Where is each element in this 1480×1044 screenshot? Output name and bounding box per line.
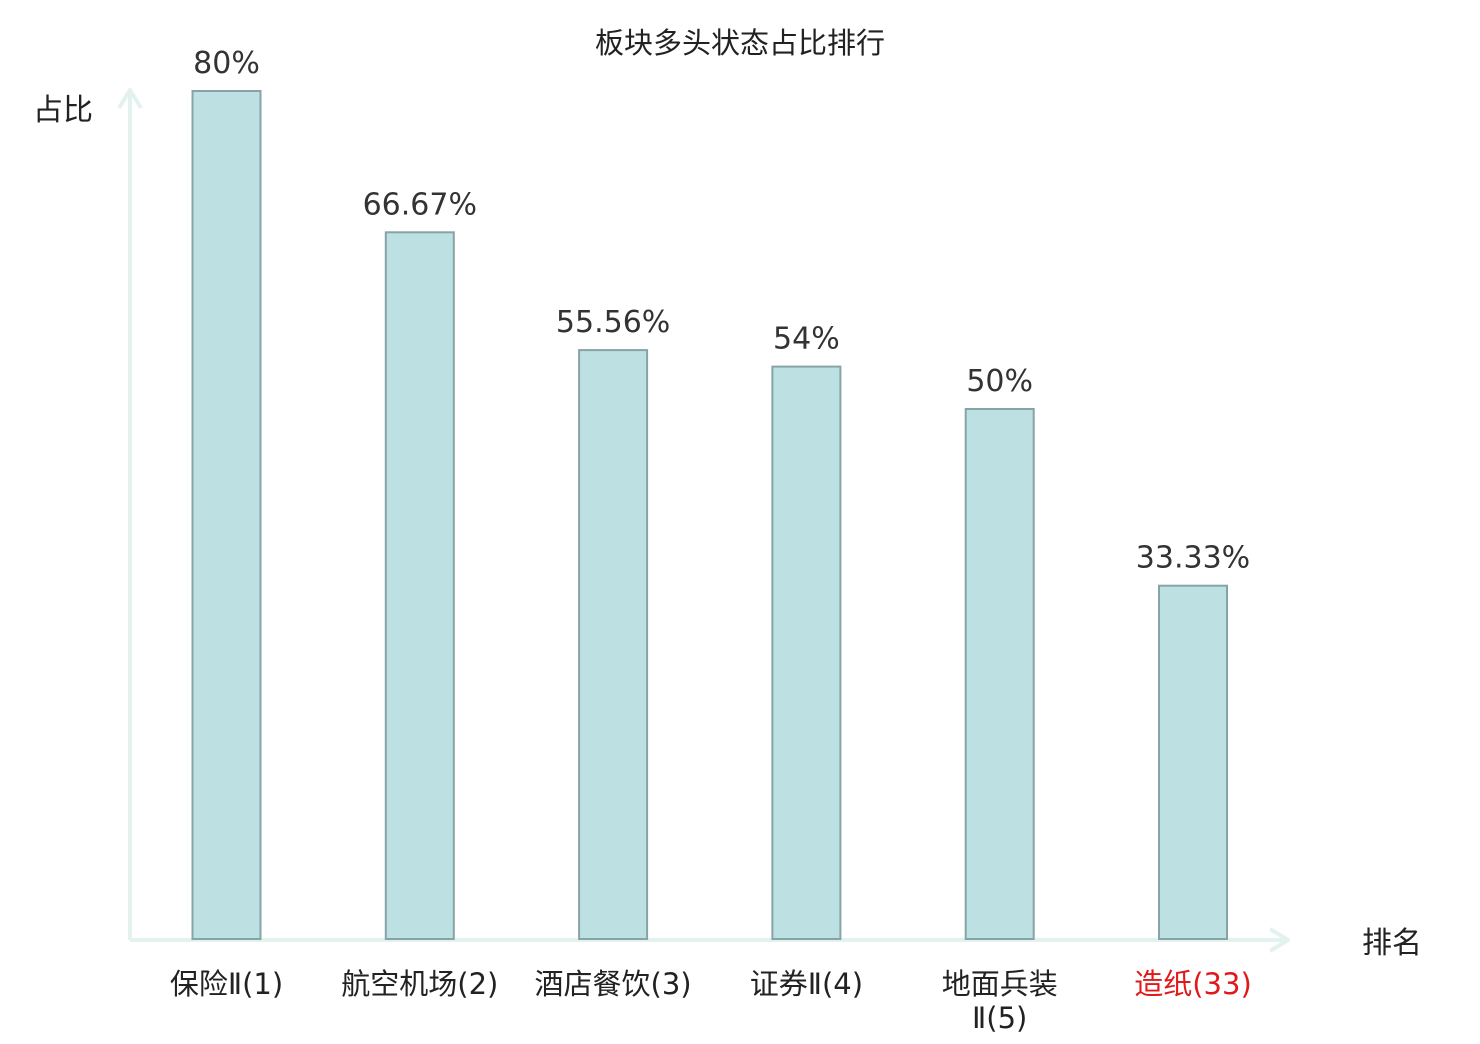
value-label-3: 55.56% [556,305,670,340]
bar-4 [771,365,842,941]
x-axis [130,927,1290,953]
value-label-6: 33.33% [1136,541,1250,576]
value-label-2: 66.67% [363,187,477,222]
category-label-line: 酒店餐饮(3) [535,967,692,1001]
category-label-line: 航空机场(2) [341,967,498,1001]
chart-title: 板块多头状态占比排行 [595,26,885,60]
category-label-line: Ⅱ(5) [972,1001,1027,1035]
bar-1 [191,90,262,940]
bar-5 [964,408,1035,940]
category-label-line: 证券Ⅱ(4) [750,967,863,1001]
category-label-line: 保险Ⅱ(1) [170,967,283,1001]
category-label-3: 酒店餐饮(3) [535,967,692,1001]
value-label-1: 80% [193,46,260,81]
x-axis-label: 排名 [1362,926,1422,961]
category-label-5: 地面兵装 Ⅱ(5) [942,967,1058,1035]
y-axis-label: 占比 [33,93,93,128]
category-label-4: 证券Ⅱ(4) [750,967,863,1001]
category-label-6: 造纸(33) [1134,967,1252,1001]
category-label-line: 造纸(33) [1134,967,1252,1001]
category-label-1: 保险Ⅱ(1) [170,967,283,1001]
value-label-5: 50% [966,364,1033,399]
value-labels-layer: 80% 66.67% 55.56% 54% 50% 33.33% [193,46,1250,576]
y-axis [117,88,143,940]
bar-3 [578,349,649,941]
bar-2 [384,231,455,941]
value-label-4: 54% [773,322,840,357]
category-labels-layer: 保险Ⅱ(1) 航空机场(2) 酒店餐饮(3) 证券Ⅱ(4) 地面兵装 Ⅱ(5) 造纸(33) [170,967,1252,1035]
category-label-2: 航空机场(2) [341,967,498,1001]
bar-6 [1158,584,1228,940]
category-label-line: 地面兵装 [942,967,1058,1001]
bars-layer [191,90,1228,941]
